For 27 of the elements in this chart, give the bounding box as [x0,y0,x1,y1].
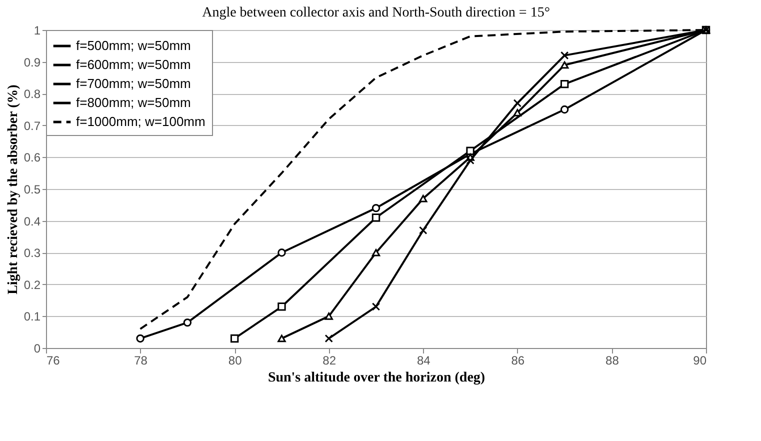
y-tick-label: 0.6 [24,150,41,165]
x-axis-title: Sun's altitude over the horizon (deg) [268,370,486,386]
x-tick-label: 76 [46,354,60,368]
legend-label: f=500mm; w=50mm [76,38,191,53]
x-tick-label: 82 [322,354,336,368]
y-tick-label: 1 [34,24,41,38]
y-tick-label: 0.8 [24,87,41,102]
x-tick-label: 78 [134,354,148,368]
legend-label: f=700mm; w=50mm [76,76,191,91]
x-tick-label: 90 [693,354,707,368]
legend-label: f=800mm; w=50mm [76,95,191,110]
y-tick-label: 0.7 [24,118,41,133]
y-tick-label: 0.1 [24,310,41,324]
y-axis-title: Light recieved by the absorber (%) [6,84,21,294]
x-tick-label: 84 [416,354,431,368]
y-tick-label: 0.4 [24,214,41,228]
y-tick-label: 0 [34,342,41,356]
x-tick-label: 86 [511,354,525,368]
y-tick-label: 0.5 [24,182,41,196]
legend-label: f=600mm; w=50mm [76,57,191,72]
chart-title: Angle between collector axis and North-South direction = 15° [202,6,550,21]
y-tick-label: 0.2 [24,278,41,292]
y-tick-label: 0.9 [24,55,41,70]
x-tick-label: 88 [606,354,620,368]
x-tick-label: 80 [228,354,242,368]
legend-label: f=1000mm; w=100mm [76,114,206,129]
y-tick-label: 0.3 [24,246,41,260]
